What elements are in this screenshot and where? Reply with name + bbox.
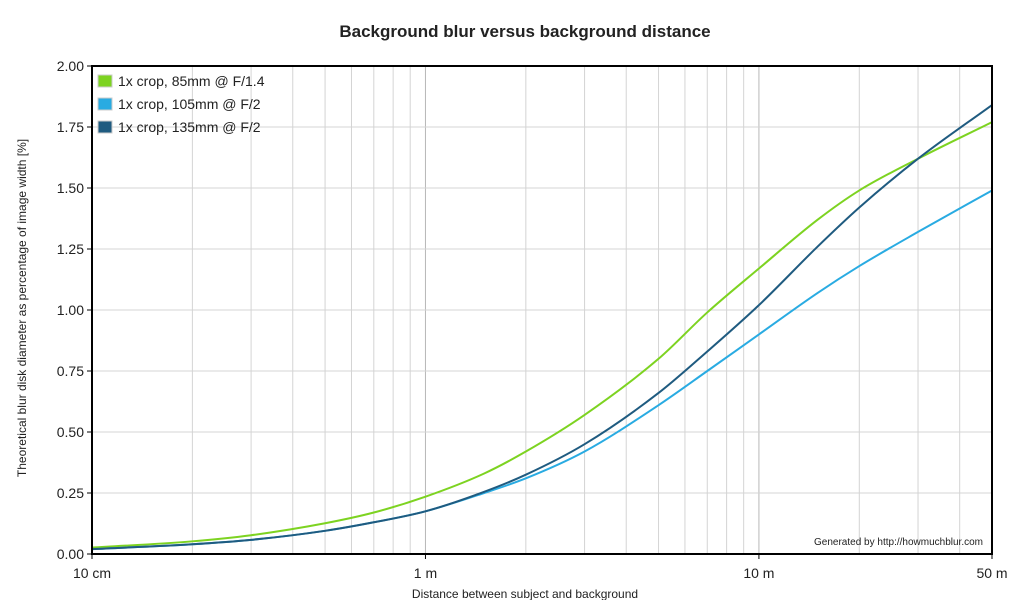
y-axis-label: Theoretical blur disk diameter as percen… [15,139,29,477]
legend-label: 1x crop, 105mm @ F/2 [118,96,261,112]
legend-swatch [97,97,113,111]
y-tick-label: 1.00 [57,302,84,318]
y-axis-ticks: 0.00 0.25 0.50 0.75 1.00 1.25 1.50 1.75 2.00 [57,58,92,562]
y-tick-label: 1.75 [57,119,84,135]
legend-swatch [97,120,113,134]
legend-swatch [97,74,113,88]
x-axis-ticks: 10 cm 1 m 10 m 50 m [73,554,1008,581]
credit-text: Generated by http://howmuchblur.com [814,537,983,548]
series-line-3 [91,104,993,551]
y-tick-label: 0.75 [57,363,84,379]
y-tick-label: 0.00 [57,546,84,562]
y-tick-label: 0.25 [57,485,84,501]
x-tick-label: 1 m [414,565,437,581]
series-line-1 [91,121,993,549]
x-tick-label: 10 cm [73,565,111,581]
y-tick-label: 1.50 [57,180,84,196]
legend-label: 1x crop, 135mm @ F/2 [118,119,261,135]
y-tick-label: 1.25 [57,241,84,257]
x-axis-label: Distance between subject and background [412,587,638,600]
x-tick-label: 10 m [743,565,774,581]
series-layer [91,104,993,551]
x-tick-label: 50 m [976,565,1007,581]
legend-label: 1x crop, 85mm @ F/1.4 [118,73,265,89]
y-tick-label: 0.50 [57,424,84,440]
grid [92,66,992,554]
legend: 1x crop, 85mm @ F/1.4 1x crop, 105mm @ F/… [97,73,265,135]
y-tick-label: 2.00 [57,58,84,74]
chart-title: Background blur versus background distan… [339,22,710,41]
